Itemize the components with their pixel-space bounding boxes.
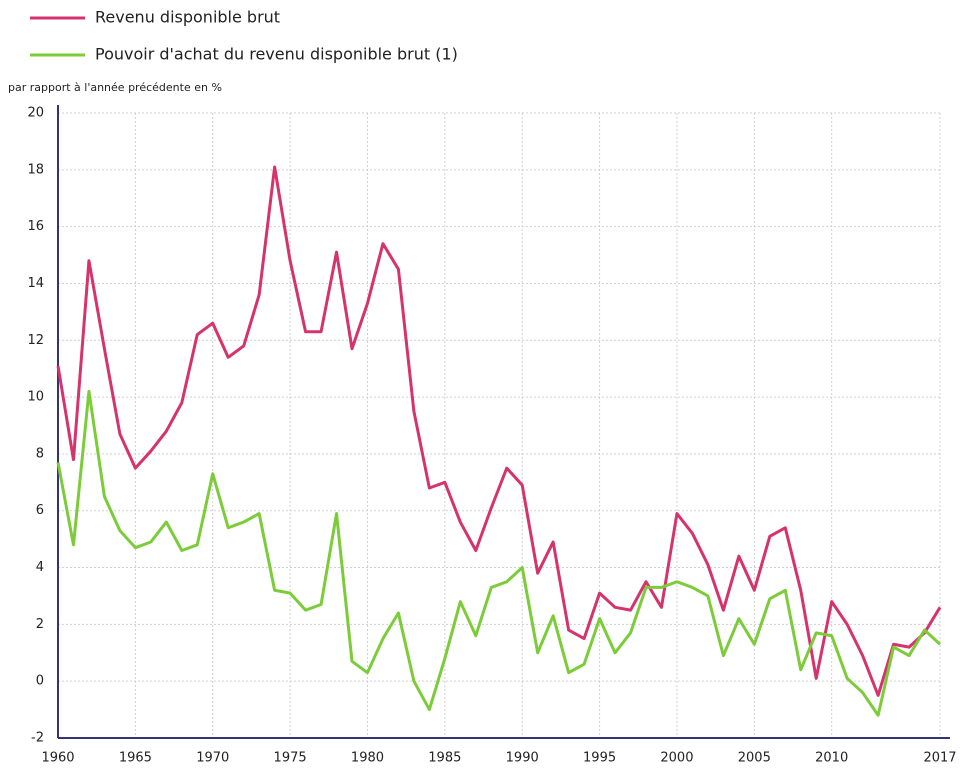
- y-tick-label: 0: [36, 674, 44, 689]
- x-tick-label: 2010: [815, 751, 848, 766]
- y-tick-label: 14: [27, 276, 44, 291]
- y-tick-label: -2: [31, 731, 44, 746]
- legend-label: Pouvoir d'achat du revenu disponible bru…: [95, 45, 458, 64]
- x-tick-label: 1970: [196, 751, 229, 766]
- y-tick-label: 12: [27, 333, 44, 348]
- legend-label: Revenu disponible brut: [95, 8, 280, 27]
- y-tick-label: 2: [36, 617, 44, 632]
- x-tick-label: 1980: [351, 751, 384, 766]
- y-tick-label: 6: [36, 503, 44, 518]
- x-tick-label: 1960: [41, 751, 74, 766]
- y-tick-label: 10: [27, 390, 44, 405]
- y-tick-label: 4: [36, 560, 44, 575]
- x-tick-label: 1995: [583, 751, 616, 766]
- x-tick-label: 2000: [660, 751, 693, 766]
- x-tick-label: 2005: [738, 751, 771, 766]
- y-tick-label: 16: [27, 219, 44, 234]
- y-tick-label: 8: [36, 446, 44, 461]
- y-tick-label: 20: [27, 106, 44, 121]
- x-tick-label: 2017: [923, 751, 956, 766]
- x-tick-label: 1990: [506, 751, 539, 766]
- line-series: [56, 389, 942, 717]
- y-axis-label: par rapport à l'année précédente en %: [8, 81, 222, 94]
- y-tick-label: 18: [27, 162, 44, 177]
- line-series: [56, 165, 942, 697]
- x-tick-label: 1965: [119, 751, 152, 766]
- x-tick-label: 1985: [428, 751, 461, 766]
- x-tick-label: 1975: [274, 751, 307, 766]
